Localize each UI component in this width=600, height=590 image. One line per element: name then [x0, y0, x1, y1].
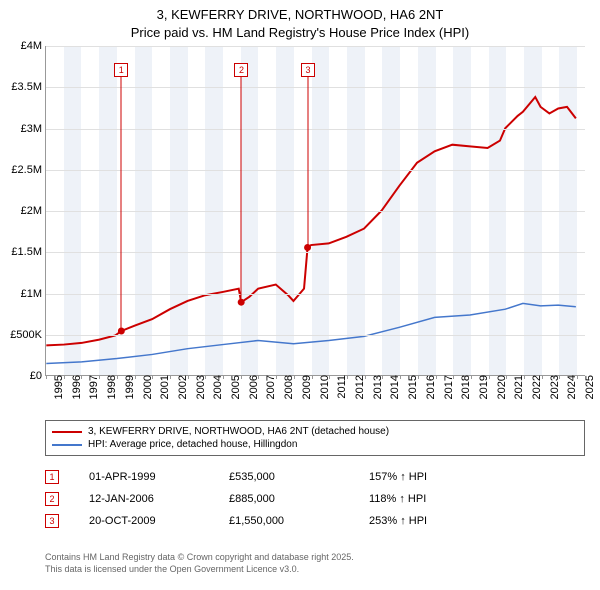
gridline-horizontal	[46, 170, 585, 171]
legend-swatch	[52, 444, 82, 446]
x-axis-tick	[188, 375, 189, 379]
x-axis-tick	[152, 375, 153, 379]
sale-price: £535,000	[229, 471, 369, 483]
y-axis-label: £2.5M	[11, 164, 46, 176]
y-axis-label: £1.5M	[11, 246, 46, 258]
y-axis-label: £3.5M	[11, 81, 46, 93]
legend-item: HPI: Average price, detached house, Hill…	[52, 438, 578, 451]
sale-price: £1,550,000	[229, 515, 369, 527]
legend-swatch	[52, 431, 82, 433]
sale-row-marker: 1	[45, 470, 59, 484]
sale-date: 12-JAN-2006	[89, 493, 229, 505]
gridline-horizontal	[46, 211, 585, 212]
x-axis-tick	[436, 375, 437, 379]
x-axis-tick	[241, 375, 242, 379]
sale-date: 20-OCT-2009	[89, 515, 229, 527]
title-line-1: 3, KEWFERRY DRIVE, NORTHWOOD, HA6 2NT	[0, 6, 600, 24]
sale-marker-box: 1	[114, 63, 128, 77]
sale-marker-box: 2	[234, 63, 248, 77]
sale-row: 3 20-OCT-2009£1,550,000253% ↑ HPI	[45, 510, 585, 532]
series-line	[46, 97, 576, 345]
x-axis-tick	[170, 375, 171, 379]
y-axis-label: £2M	[21, 205, 46, 217]
gridline-horizontal	[46, 294, 585, 295]
x-axis-tick	[471, 375, 472, 379]
x-axis-tick	[347, 375, 348, 379]
x-axis-tick	[506, 375, 507, 379]
plot-area: £0£500K£1M£1.5M£2M£2.5M£3M£3.5M£4M199519…	[45, 46, 585, 376]
x-axis-tick	[117, 375, 118, 379]
sale-price: £885,000	[229, 493, 369, 505]
sale-hpi: 118% ↑ HPI	[369, 493, 585, 505]
chart-title: 3, KEWFERRY DRIVE, NORTHWOOD, HA6 2NT Pr…	[0, 0, 600, 42]
x-axis-tick	[64, 375, 65, 379]
x-axis-tick	[223, 375, 224, 379]
x-axis-tick	[329, 375, 330, 379]
gridline-horizontal	[46, 87, 585, 88]
x-axis-tick	[489, 375, 490, 379]
legend-label: HPI: Average price, detached house, Hill…	[88, 439, 297, 450]
gridline-horizontal	[46, 252, 585, 253]
x-axis-tick	[46, 375, 47, 379]
x-axis-tick	[99, 375, 100, 379]
x-axis-tick	[577, 375, 578, 379]
sale-row-marker: 3	[45, 514, 59, 528]
footer-line-2: This data is licensed under the Open Gov…	[45, 564, 585, 576]
x-axis-tick	[400, 375, 401, 379]
x-axis-tick	[205, 375, 206, 379]
x-axis-tick	[418, 375, 419, 379]
gridline-horizontal	[46, 335, 585, 336]
x-axis-tick	[524, 375, 525, 379]
x-axis-tick	[81, 375, 82, 379]
sale-row: 1 01-APR-1999£535,000157% ↑ HPI	[45, 466, 585, 488]
x-axis-tick	[382, 375, 383, 379]
x-axis-tick	[276, 375, 277, 379]
x-axis-label: 2025	[581, 375, 596, 399]
y-axis-label: £500K	[10, 329, 46, 341]
y-axis-label: £1M	[21, 288, 46, 300]
footer-attribution: Contains HM Land Registry data © Crown c…	[45, 552, 585, 575]
title-line-2: Price paid vs. HM Land Registry's House …	[0, 24, 600, 42]
series-line	[46, 303, 576, 363]
sale-marker-line	[308, 70, 309, 248]
sale-hpi: 157% ↑ HPI	[369, 471, 585, 483]
legend-item: 3, KEWFERRY DRIVE, NORTHWOOD, HA6 2NT (d…	[52, 425, 578, 438]
gridline-horizontal	[46, 129, 585, 130]
sale-hpi: 253% ↑ HPI	[369, 515, 585, 527]
legend: 3, KEWFERRY DRIVE, NORTHWOOD, HA6 2NT (d…	[45, 420, 585, 456]
y-axis-label: £3M	[21, 123, 46, 135]
footer-line-1: Contains HM Land Registry data © Crown c…	[45, 552, 585, 564]
sale-marker-line	[241, 70, 242, 303]
sale-date: 01-APR-1999	[89, 471, 229, 483]
x-axis-tick	[294, 375, 295, 379]
y-axis-label: £4M	[21, 40, 46, 52]
y-axis-label: £0	[30, 370, 46, 382]
sale-row: 2 12-JAN-2006£885,000118% ↑ HPI	[45, 488, 585, 510]
x-axis-tick	[365, 375, 366, 379]
legend-label: 3, KEWFERRY DRIVE, NORTHWOOD, HA6 2NT (d…	[88, 426, 389, 437]
x-axis-tick	[135, 375, 136, 379]
x-axis-tick	[258, 375, 259, 379]
x-axis-tick	[559, 375, 560, 379]
chart-container: 3, KEWFERRY DRIVE, NORTHWOOD, HA6 2NT Pr…	[0, 0, 600, 590]
x-axis-tick	[453, 375, 454, 379]
sale-marker-line	[121, 70, 122, 332]
x-axis-tick	[312, 375, 313, 379]
sale-marker-box: 3	[301, 63, 315, 77]
x-axis-tick	[542, 375, 543, 379]
sale-row-marker: 2	[45, 492, 59, 506]
sales-table: 1 01-APR-1999£535,000157% ↑ HPI 2 12-JAN-20…	[45, 466, 585, 532]
gridline-horizontal	[46, 46, 585, 47]
